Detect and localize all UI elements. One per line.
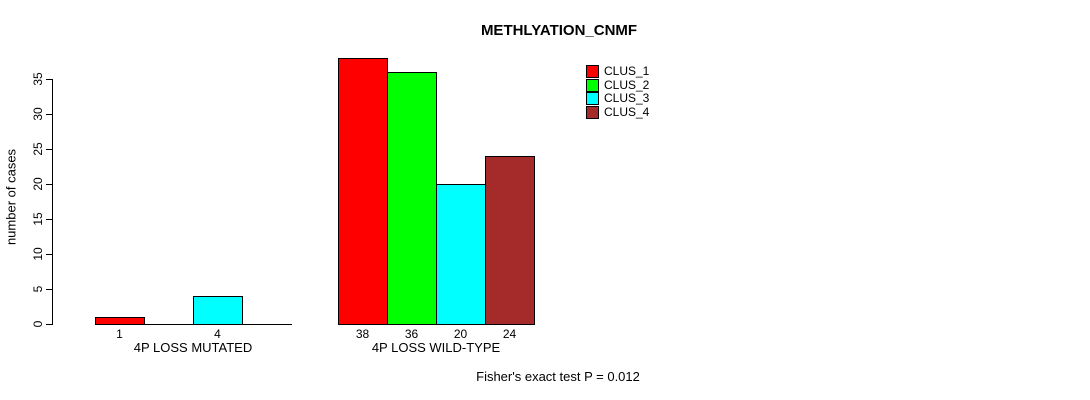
bar-value-label: 1 bbox=[116, 327, 123, 341]
y-tick-mark bbox=[46, 254, 52, 255]
bar-value-label: 20 bbox=[453, 327, 468, 341]
bar-value-label: 24 bbox=[502, 327, 517, 341]
bar-clus-1 bbox=[338, 58, 388, 325]
fisher-test-annotation: Fisher's exact test P = 0.012 bbox=[476, 369, 640, 384]
chart-title: METHLYATION_CNMF bbox=[480, 22, 638, 39]
y-tick-label: 5 bbox=[31, 285, 45, 293]
bar-clus-3 bbox=[193, 296, 243, 325]
y-tick-mark bbox=[46, 324, 52, 325]
legend-swatch-clus-1 bbox=[586, 65, 599, 78]
y-tick-mark bbox=[46, 184, 52, 185]
bar-value-label: 36 bbox=[404, 327, 419, 341]
bar-clus-3 bbox=[436, 184, 486, 325]
y-tick-label: 30 bbox=[31, 107, 45, 121]
bar-clus-1 bbox=[95, 317, 145, 325]
y-tick-mark bbox=[46, 219, 52, 220]
bar-clus-4 bbox=[485, 156, 535, 325]
y-tick-label: 20 bbox=[31, 177, 45, 191]
legend-label: CLUS_3 bbox=[604, 91, 650, 105]
bar-value-label: 4 bbox=[214, 327, 221, 341]
legend-swatch-clus-2 bbox=[586, 78, 599, 92]
bar-value-label: 38 bbox=[355, 327, 370, 341]
y-tick-mark bbox=[46, 149, 52, 150]
y-tick-mark bbox=[46, 79, 52, 80]
y-tick-mark bbox=[46, 114, 52, 115]
x-axis-group-label: 4P LOSS MUTATED bbox=[133, 340, 253, 355]
legend-label: CLUS_4 bbox=[604, 104, 650, 119]
legend-label: CLUS_2 bbox=[604, 77, 650, 92]
y-axis-label: number of cases bbox=[3, 148, 19, 246]
y-tick-mark bbox=[46, 289, 52, 290]
y-tick-label: 15 bbox=[31, 212, 45, 226]
legend-swatch-clus-4 bbox=[586, 105, 599, 119]
y-tick-label: 35 bbox=[31, 72, 45, 86]
y-tick-label: 0 bbox=[31, 320, 45, 328]
y-axis-line bbox=[52, 79, 53, 325]
legend-swatch-clus-3 bbox=[586, 92, 599, 105]
y-tick-label: 25 bbox=[31, 142, 45, 156]
legend-label: CLUS_1 bbox=[604, 64, 650, 78]
y-tick-label: 10 bbox=[31, 247, 45, 261]
bar-clus-2 bbox=[387, 72, 437, 325]
x-axis-group-label: 4P LOSS WILD-TYPE bbox=[371, 340, 501, 355]
